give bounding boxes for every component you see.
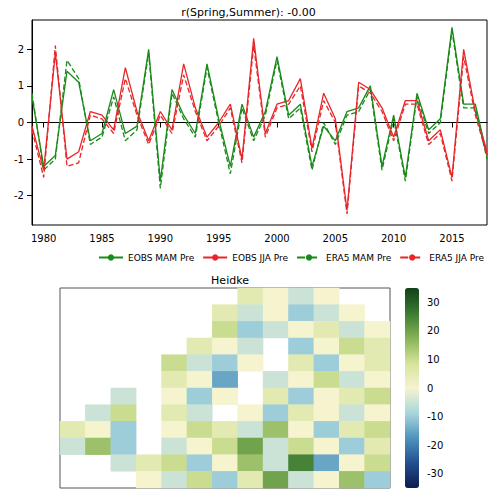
svg-text:0: 0 xyxy=(427,383,433,394)
svg-text:ERA5 JJA Pre: ERA5 JJA Pre xyxy=(429,253,484,263)
svg-text:ERA5 MAM Pre: ERA5 MAM Pre xyxy=(326,253,392,263)
svg-text:2005: 2005 xyxy=(323,233,348,244)
svg-text:2000: 2000 xyxy=(264,233,289,244)
svg-text:2: 2 xyxy=(18,44,24,55)
svg-text:-30: -30 xyxy=(427,468,443,479)
svg-text:2010: 2010 xyxy=(381,233,406,244)
svg-text:EOBS MAM Pre: EOBS MAM Pre xyxy=(128,253,195,263)
svg-text:0: 0 xyxy=(18,117,24,128)
svg-text:-1: -1 xyxy=(14,154,24,165)
svg-text:20: 20 xyxy=(427,325,440,336)
svg-text:1980: 1980 xyxy=(31,233,56,244)
svg-text:1995: 1995 xyxy=(206,233,231,244)
svg-text:2015: 2015 xyxy=(439,233,464,244)
svg-text:-10: -10 xyxy=(427,411,443,422)
svg-text:Heidke: Heidke xyxy=(211,274,249,287)
svg-text:30: 30 xyxy=(427,297,440,308)
svg-text:10: 10 xyxy=(427,354,440,365)
svg-text:1985: 1985 xyxy=(89,233,114,244)
svg-text:1: 1 xyxy=(18,80,24,91)
svg-text:-20: -20 xyxy=(427,440,443,451)
svg-text:1990: 1990 xyxy=(148,233,173,244)
svg-text:EOBS JJA Pre: EOBS JJA Pre xyxy=(232,253,288,263)
svg-text:-2: -2 xyxy=(14,190,24,201)
svg-text:r(Spring,Summer): -0.00: r(Spring,Summer): -0.00 xyxy=(181,6,315,19)
